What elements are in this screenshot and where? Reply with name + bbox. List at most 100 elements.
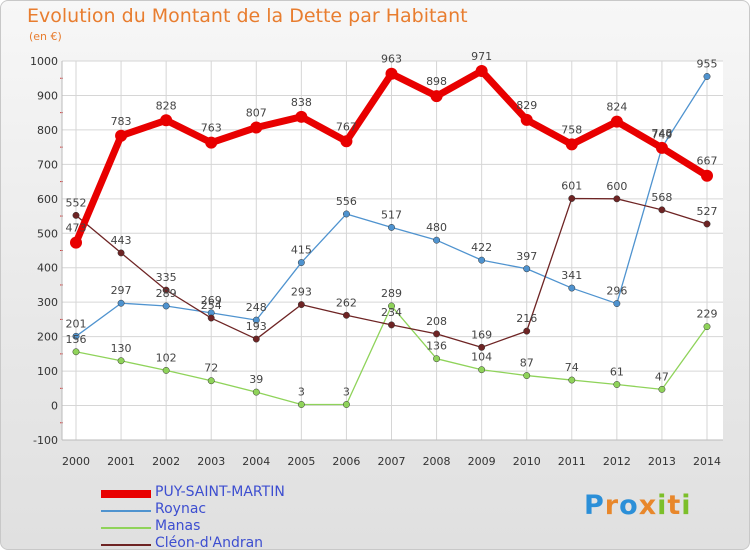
data-label: 262 [336,296,357,309]
data-label: 838 [291,96,312,109]
data-point [703,73,711,80]
data-point [478,343,486,351]
logo-letter: x [638,490,658,521]
data-label: 61 [610,366,624,379]
legend-label: Manas [155,518,201,534]
data-label: 568 [651,191,672,204]
data-point [433,330,441,338]
x-tick-label: 2013 [648,455,676,468]
data-label: 193 [246,320,267,333]
data-point [703,323,711,331]
data-label: 443 [111,234,132,247]
data-label: 74 [565,361,579,374]
data-label: 3 [343,386,350,399]
data-label: 767 [336,120,357,133]
data-label: 201 [66,317,87,330]
data-point [295,110,308,123]
data-point [430,90,443,103]
data-label: 208 [426,315,447,328]
data-label: 517 [381,208,402,221]
data-label: 667 [697,155,718,168]
data-label: 130 [111,342,132,355]
legend-label: PUY-SAINT-MARTIN [155,484,285,500]
legend-swatch [101,490,151,498]
y-tick-label: 0 [51,400,58,413]
data-label: 824 [606,101,627,114]
data-point [610,115,623,128]
data-label: 269 [201,294,222,307]
y-tick-label: 100 [37,365,58,378]
data-point [342,401,350,408]
data-point [342,210,350,218]
data-point [340,135,353,148]
legend-swatch [101,510,151,512]
data-point [297,259,305,267]
data-label: 397 [516,250,537,263]
data-point [658,385,666,393]
data-label: 601 [561,179,582,192]
data-label: 216 [516,312,537,325]
data-point [520,113,533,126]
data-point [162,366,170,374]
y-tick-label: 700 [37,158,58,171]
data-point [523,327,531,335]
legend-swatch [101,544,151,546]
data-label: 556 [336,195,357,208]
x-tick-label: 2002 [152,455,180,468]
y-tick-label: 600 [37,193,58,206]
x-tick-label: 2001 [107,455,135,468]
data-point [523,372,531,380]
data-point [162,302,170,310]
y-tick-label: 500 [37,227,58,240]
data-label: 156 [66,333,87,346]
data-point [658,206,666,214]
data-point [205,136,218,149]
data-point [703,220,711,228]
data-point [701,169,713,182]
data-point [70,236,82,249]
data-point [252,335,260,343]
logo-letter: i [681,490,692,521]
data-point [478,366,486,374]
data-point [72,332,80,340]
data-label: 39 [249,373,263,386]
data-label: 749 [651,128,672,141]
proxiti-logo: Proxiti [584,490,692,521]
data-label: 898 [426,75,447,88]
logo-letter: t [667,490,682,521]
data-point [613,195,621,203]
data-point [117,357,125,365]
data-label: 229 [697,308,718,321]
y-tick-label: 300 [37,296,58,309]
data-label: 763 [201,122,222,135]
data-point [568,376,576,384]
data-label: 3 [298,386,305,399]
data-point [72,348,80,356]
data-label: 169 [471,328,492,341]
data-label: 527 [697,205,718,218]
data-label: 600 [606,180,627,193]
data-label: 341 [561,269,582,282]
data-point [568,284,576,292]
data-label: 828 [156,99,177,112]
data-label: 552 [66,196,87,209]
data-point [297,301,305,309]
logo-letter: i [657,490,668,521]
data-label: 289 [381,287,402,300]
data-point [162,286,170,294]
y-tick-label: 800 [37,124,58,137]
data-label: 104 [471,351,492,364]
data-label: 807 [246,106,267,119]
x-tick-label: 2000 [62,455,90,468]
x-tick-label: 2006 [332,455,360,468]
data-point [342,311,350,319]
data-point [252,316,260,324]
data-point [117,299,125,307]
data-label: 758 [561,123,582,136]
data-label: 335 [156,271,177,284]
data-label: 296 [606,285,627,298]
data-point [478,256,486,264]
data-label: 248 [246,301,267,314]
data-point [475,64,488,77]
